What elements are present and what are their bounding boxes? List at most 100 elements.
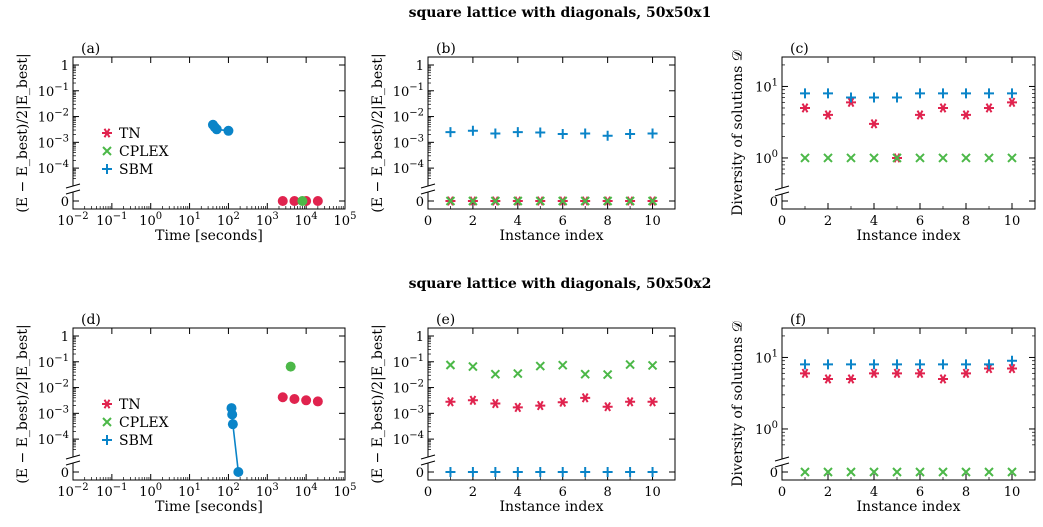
data-point (602, 196, 613, 206)
x-axis-label: Time [seconds] (155, 228, 263, 244)
series-tn (277, 392, 323, 407)
data-point (445, 127, 456, 138)
data-point (625, 467, 636, 477)
y-tick-label: 100 (755, 149, 778, 167)
data-point (846, 467, 856, 477)
data-point (961, 359, 971, 370)
data-point (625, 196, 635, 206)
panel-label: (b) (436, 41, 456, 57)
x-tick-label: 4 (514, 214, 522, 229)
data-point (984, 88, 994, 99)
x-tick-label: 10 (1004, 485, 1021, 500)
legend-label: CPLEX (119, 144, 169, 160)
data-point (285, 361, 296, 372)
panel-label: (a) (81, 41, 100, 57)
data-point (823, 110, 833, 120)
axes-frame (781, 327, 1036, 481)
x-tick-label: 101 (178, 211, 201, 229)
series-cplex (445, 359, 658, 380)
axes-frame (72, 327, 346, 481)
series-cplex (297, 196, 308, 206)
y-tick-label: 10−4 (38, 159, 69, 177)
panel-label: (d) (81, 312, 101, 328)
series-sbm (800, 355, 1017, 370)
x-axis-label: Instance index (500, 499, 604, 515)
data-point (938, 359, 948, 370)
axis-break-gap (422, 457, 434, 463)
panel-label: (c) (790, 41, 809, 57)
data-point (869, 467, 879, 477)
x-tick-label: 2 (469, 214, 477, 229)
data-point (602, 130, 613, 141)
data-point (625, 359, 635, 370)
row-title-top: square lattice with diagonals, 50x50x1 (409, 5, 712, 21)
y-tick-label: 101 (755, 348, 778, 366)
x-tick-label: 8 (603, 214, 611, 229)
series-tn (800, 363, 1017, 384)
data-point (513, 196, 523, 206)
data-point (961, 110, 971, 120)
data-point (233, 467, 244, 477)
series-cplex (445, 196, 658, 206)
x-tick-label: 10−1 (96, 482, 127, 500)
axis-break-mark (774, 456, 790, 468)
x-tick-label: 8 (962, 485, 970, 500)
y-tick-label: 0 (61, 466, 69, 481)
y-tick-label: 10−2 (38, 379, 69, 397)
axis-break-mark (65, 183, 81, 195)
data-point (227, 409, 238, 420)
data-point (892, 359, 902, 370)
axis-break-mark (420, 454, 436, 466)
data-point (647, 360, 658, 371)
y-tick-label: 10−3 (393, 133, 424, 151)
data-point (467, 125, 478, 136)
x-tick-label: 6 (559, 214, 567, 229)
y-tick-label: 10−3 (393, 404, 424, 422)
data-point (1007, 88, 1017, 99)
x-tick-label: 100 (139, 211, 162, 229)
data-point (869, 92, 879, 103)
x-tick-label: 10−2 (57, 211, 88, 229)
y-axis-label: (E − E_best)/2|E_best| (15, 324, 31, 483)
data-point (984, 103, 994, 113)
x-axis-label: Instance index (857, 499, 961, 515)
data-point (800, 88, 810, 99)
data-point (984, 359, 994, 370)
y-tick-label: 0 (61, 195, 69, 210)
legend-label: CPLEX (119, 415, 169, 431)
data-point (846, 153, 856, 163)
x-tick-label: 8 (603, 485, 611, 500)
data-point (846, 359, 856, 370)
x-tick-label: 0 (778, 485, 786, 500)
y-tick-label: 0 (416, 195, 424, 210)
legend-label: SBM (119, 433, 153, 449)
data-point (445, 467, 456, 477)
y-tick-label: 10−1 (38, 353, 69, 371)
x-tick-label: 8 (962, 214, 970, 229)
data-point (1007, 467, 1017, 477)
data-point (961, 153, 971, 163)
data-point (938, 103, 948, 113)
x-tick-label: 104 (295, 211, 318, 229)
y-tick-label: 1 (61, 59, 69, 74)
y-tick-label: 10−3 (38, 133, 69, 151)
data-point (490, 369, 501, 379)
series-sbm (207, 119, 234, 136)
data-point (823, 467, 833, 477)
x-tick-label: 102 (217, 482, 240, 500)
x-tick-label: 103 (256, 482, 279, 500)
x-tick-label: 6 (916, 485, 924, 500)
data-point (512, 127, 523, 138)
data-point (557, 397, 568, 408)
series-tn (445, 393, 658, 413)
y-tick-label: 0 (770, 466, 778, 481)
data-point (580, 369, 590, 379)
data-point (580, 196, 590, 206)
data-point (602, 401, 613, 412)
data-point (938, 374, 948, 384)
y-tick-label: 10−1 (393, 82, 424, 100)
data-point (602, 467, 613, 477)
data-point (558, 196, 568, 206)
data-point (1007, 97, 1017, 108)
